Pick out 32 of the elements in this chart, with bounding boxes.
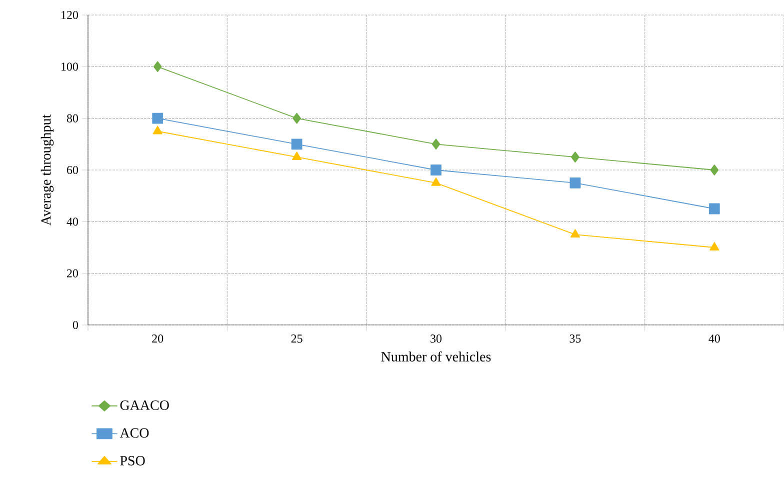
- y-tick-label: 40: [66, 218, 78, 226]
- point: [432, 138, 440, 150]
- point: [291, 138, 302, 150]
- point: [430, 164, 442, 176]
- y-tick-label: 100: [62, 62, 78, 71]
- point: [152, 126, 162, 134]
- x-axis-title: Number of vehicles: [381, 351, 491, 362]
- x-tick-label: 20: [152, 334, 164, 343]
- x-tick-label: 25: [291, 334, 302, 343]
- y-tick-label: 0: [72, 320, 78, 330]
- y-tick-label: 60: [66, 166, 78, 174]
- x-tick-label: 35: [570, 334, 581, 343]
- y-tick-label: 80: [66, 114, 78, 122]
- x-tick-label: 30: [430, 334, 442, 343]
- point: [431, 177, 441, 186]
- point: [571, 152, 580, 163]
- point: [153, 61, 162, 72]
- y-tick-label: 20: [67, 269, 78, 278]
- legend-label: GAACO: [120, 400, 169, 410]
- point: [570, 177, 581, 188]
- legend-label: PSO: [120, 456, 145, 466]
- x-tick-label: 40: [708, 334, 720, 343]
- point: [152, 112, 164, 124]
- point: [708, 203, 720, 214]
- point: [710, 164, 719, 176]
- legend-label: ACO: [120, 428, 149, 438]
- y-tick-label: 120: [62, 10, 78, 20]
- point: [292, 112, 302, 124]
- point: [570, 229, 580, 238]
- y-axis-title: Average throughput: [40, 114, 54, 226]
- point: [292, 152, 302, 160]
- point: [710, 242, 720, 250]
